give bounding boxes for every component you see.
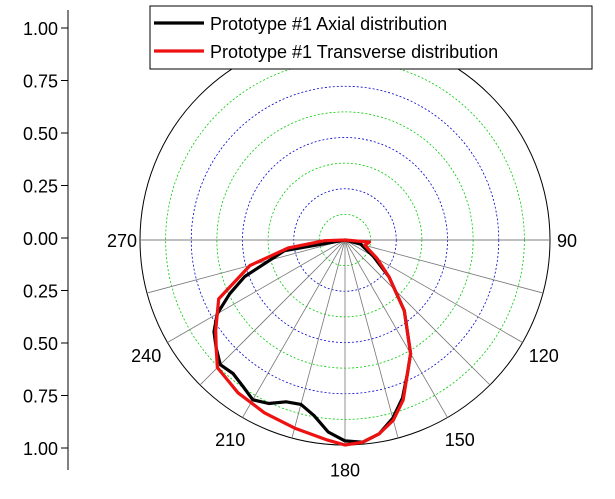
radial-tick-label: 0.25: [23, 282, 58, 302]
series-group: [212, 238, 413, 447]
angular-spoke: [344, 239, 544, 294]
angular-spoke: [167, 239, 346, 343]
legend-label: Prototype #1 Axial distribution: [210, 14, 447, 34]
angular-spoke: [344, 239, 448, 418]
legend-label: Prototype #1 Transverse distribution: [210, 42, 498, 62]
radial-tick-label: 0.25: [23, 177, 58, 197]
angular-tick-label: 150: [445, 430, 475, 450]
radial-tick-label: 0.75: [23, 72, 58, 92]
angular-tick-label: 180: [330, 461, 360, 481]
angular-spoke: [291, 239, 346, 439]
radial-axis: 1.00 0.75 0.50 0.25 0.00 0.25 0.50 0.75 1.00: [23, 10, 69, 470]
angular-tick-label: 270: [107, 231, 137, 251]
angular-tick-label: 240: [131, 346, 161, 366]
angular-tick-label: 120: [529, 346, 559, 366]
legend-box: [149, 5, 593, 70]
radial-tick-label: 0.50: [23, 124, 58, 144]
angular-spoke: [199, 239, 346, 386]
angular-spokes: [140, 239, 550, 445]
angular-tick-labels: 90 120 150 180 210 240 270: [107, 231, 577, 481]
angular-tick-label: 90: [557, 231, 577, 251]
legend: Prototype #1 Axial distribution Prototype…: [149, 5, 593, 70]
series-transverse-line: [214, 238, 413, 447]
radial-tick-label: 0.50: [23, 334, 58, 354]
radial-tick-label: 0.00: [23, 229, 58, 249]
radial-tick-label: 1.00: [23, 439, 58, 459]
radial-tick-label: 0.75: [23, 387, 58, 407]
radial-tick-label: 1.00: [23, 19, 58, 39]
angular-spoke: [242, 239, 346, 418]
angular-spoke: [344, 239, 399, 439]
angular-spoke: [344, 239, 491, 386]
angular-spoke: [146, 239, 346, 294]
angular-tick-label: 210: [215, 430, 245, 450]
